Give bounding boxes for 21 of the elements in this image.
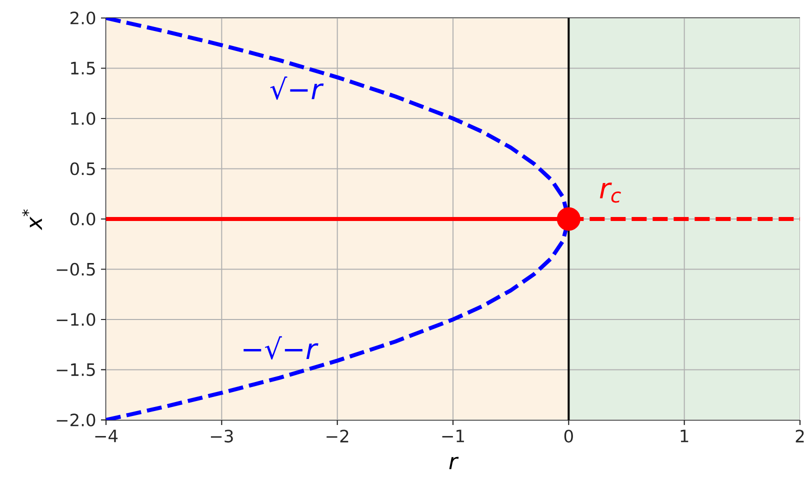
series-label: −√−r	[244, 336, 318, 360]
y-tick-label: −2.0	[56, 414, 96, 426]
x-tick-label: 2	[796, 430, 804, 442]
x-tick-label: −4	[95, 430, 118, 442]
y-tick-label: −1.5	[56, 363, 95, 376]
y-axis-title: x$^{*}$	[22, 209, 42, 230]
y-tick-label: −1.0	[56, 313, 96, 326]
y-tick-label: 0.0	[70, 212, 96, 226]
y-tick-label: 1.0	[71, 112, 96, 125]
x-axis-title: r	[449, 456, 459, 470]
y-tick-label: −0.5	[56, 262, 95, 276]
y-tick-label: 2.0	[70, 12, 96, 24]
y-tick-label: 0.5	[70, 162, 95, 176]
x-tick-label: −3	[210, 430, 233, 443]
series-label: √−r	[270, 76, 324, 100]
x-tick-label: 0	[564, 430, 573, 443]
series-label: r$_{c}$	[600, 182, 621, 203]
x-tick-label: 1	[680, 430, 688, 442]
y-tick-label: 1.5	[71, 62, 95, 75]
x-tick-label: −1	[442, 430, 464, 442]
x-tick-label: −2	[326, 430, 348, 442]
